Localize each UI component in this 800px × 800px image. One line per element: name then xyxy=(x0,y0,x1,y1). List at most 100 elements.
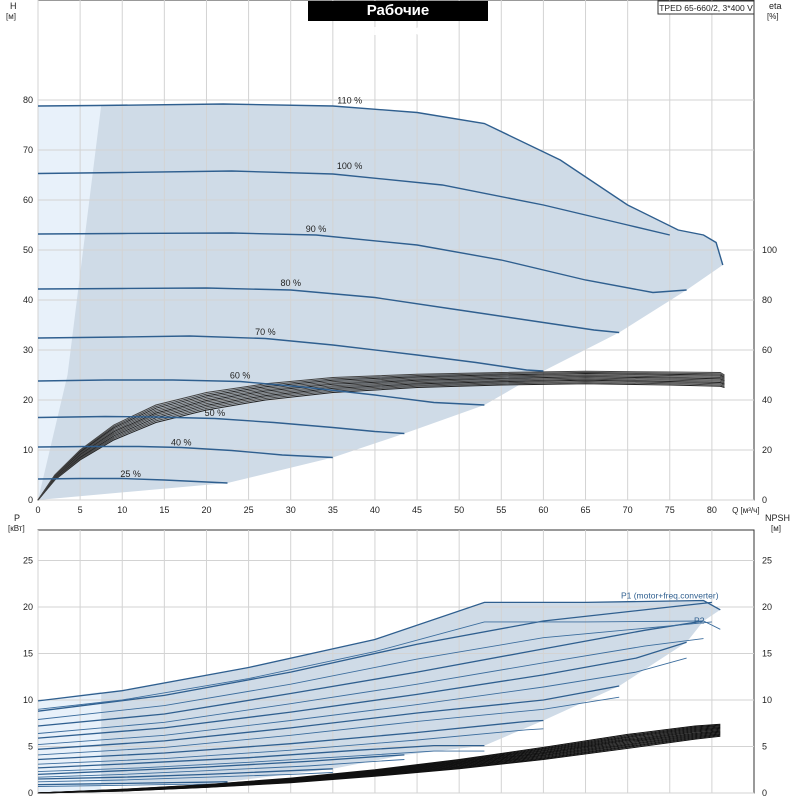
left-axis-title: H xyxy=(10,1,17,11)
npsh-curve xyxy=(37,723,721,794)
speed-curve-label: 25 % xyxy=(120,469,141,479)
p2-curve xyxy=(37,759,405,778)
bottom-left-tick: 10 xyxy=(23,695,33,705)
efficiency-curve xyxy=(37,383,725,501)
power-envelope xyxy=(38,600,721,785)
x-tick-label: 5 xyxy=(78,505,83,515)
model-label-box xyxy=(657,0,755,15)
efficiency-curve xyxy=(37,374,725,501)
efficiency-curve xyxy=(37,372,725,501)
x-tick-label: 45 xyxy=(412,505,422,515)
efficiency-curve xyxy=(37,376,725,501)
bottom-right-tick: 5 xyxy=(762,742,767,752)
right-axis-title: eta xyxy=(769,1,782,11)
top-left-tick: 30 xyxy=(23,345,33,355)
top-left-tick: 60 xyxy=(23,195,33,205)
low-flow-zone xyxy=(38,105,102,500)
p2-curve xyxy=(37,728,544,765)
p2-curve xyxy=(37,620,721,710)
speed-curve-1 xyxy=(37,103,724,266)
speed-curve-label: 90 % xyxy=(306,224,327,234)
efficiency-curve xyxy=(37,380,725,501)
top-right-tick: 100 xyxy=(762,245,777,255)
power-axis-title: P xyxy=(14,513,20,523)
p2-curve xyxy=(37,696,620,756)
p2-curve xyxy=(37,657,687,746)
x-tick-label: 40 xyxy=(370,505,380,515)
efficiency-curve xyxy=(37,378,725,501)
p1-curve xyxy=(37,620,704,727)
p1-curve xyxy=(37,719,544,761)
p1-curve xyxy=(37,685,620,750)
top-left-tick: 40 xyxy=(23,295,33,305)
x-tick-label: 75 xyxy=(665,505,675,515)
model-label: TPED 65-660/2, 3*400 V xyxy=(659,3,753,13)
efficiency-curve xyxy=(37,382,725,501)
top-left-tick: 70 xyxy=(23,145,33,155)
speed-curve-label: 110 % xyxy=(337,96,362,106)
bottom-right-tick: 15 xyxy=(762,649,772,659)
p1-curve xyxy=(37,601,712,712)
x-tick-label: 10 xyxy=(117,505,127,515)
speed-curve-4 xyxy=(37,287,620,334)
top-left-tick: 10 xyxy=(23,445,33,455)
p1-curve xyxy=(37,641,687,739)
bottom-right-tick: 25 xyxy=(762,556,772,566)
npsh-axis-title: NPSH xyxy=(765,513,790,523)
p2-curve xyxy=(37,750,485,773)
p2-curve xyxy=(37,772,333,783)
p1-curve xyxy=(37,754,405,776)
bottom-left-tick: 5 xyxy=(28,742,33,752)
chart-title: Рабочие характеристики xyxy=(308,1,488,39)
efficiency-curve xyxy=(37,377,725,501)
p2-curve xyxy=(37,621,712,720)
speed-curve-9 xyxy=(37,477,228,484)
x-tick-label: 35 xyxy=(328,505,338,515)
left-axis-unit: [м] xyxy=(6,12,16,21)
x-tick-label: 65 xyxy=(581,505,591,515)
p1-curve xyxy=(37,768,333,780)
speed-curve-label: 50 % xyxy=(205,408,226,418)
x-tick-label: 15 xyxy=(159,505,169,515)
bottom-left-tick: 20 xyxy=(23,602,33,612)
speed-curve-label: 60 % xyxy=(230,371,251,381)
top-left-tick: 20 xyxy=(23,395,33,405)
operating-envelope xyxy=(38,104,723,500)
top-left-tick: 80 xyxy=(23,95,33,105)
bottom-right-tick: 0 xyxy=(762,788,767,798)
right-axis-unit: [%] xyxy=(767,12,779,21)
power-curve-label: P2 xyxy=(694,616,705,626)
speed-curve-label: 80 % xyxy=(280,278,301,288)
x-tick-label: 80 xyxy=(707,505,717,515)
bottom-right-tick: 20 xyxy=(762,602,772,612)
x-axis-label: Q [м³/ч] xyxy=(732,506,759,515)
speed-curve-label: 40 % xyxy=(171,438,192,448)
speed-curve-7 xyxy=(37,415,405,435)
npsh-axis-unit: [м] xyxy=(771,524,781,533)
p2-curve xyxy=(37,783,228,787)
p1-curve xyxy=(37,781,228,786)
x-tick-label: 60 xyxy=(538,505,548,515)
bottom-left-tick: 15 xyxy=(23,649,33,659)
speed-curve-label: 70 % xyxy=(255,327,276,337)
bottom-right-tick: 10 xyxy=(762,695,772,705)
bottom-left-tick: 25 xyxy=(23,556,33,566)
speed-curve-8 xyxy=(37,445,333,459)
p1-curve xyxy=(37,744,485,769)
p1-curve xyxy=(37,599,721,702)
speed-curve-5 xyxy=(37,335,544,372)
p2-curve xyxy=(37,638,704,734)
x-tick-label: 30 xyxy=(286,505,296,515)
x-tick-label: 50 xyxy=(454,505,464,515)
speed-curve-2 xyxy=(37,170,670,236)
top-right-tick: 0 xyxy=(762,495,767,505)
top-left-tick: 50 xyxy=(23,245,33,255)
top-right-tick: 20 xyxy=(762,445,772,455)
power-curve-label: P1 (motor+freq.converter) xyxy=(621,591,719,601)
x-tick-label: 20 xyxy=(201,505,211,515)
speed-curve-label: 100 % xyxy=(337,161,363,171)
power-npsh-panel: 0 5 10 15 20 25 0 5 10 15 20 25 P1 (motor+freq.conve… xyxy=(8,513,790,798)
x-tick-label: 25 xyxy=(244,505,254,515)
x-tick-label: 55 xyxy=(496,505,506,515)
